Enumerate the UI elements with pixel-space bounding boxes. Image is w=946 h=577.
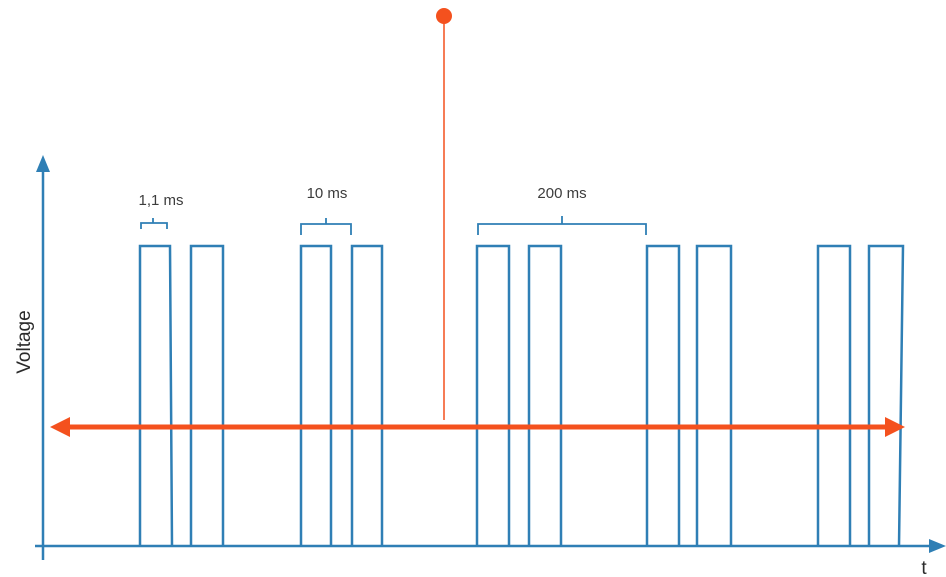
y-axis-label: Voltage bbox=[14, 310, 35, 373]
group-period-brace bbox=[477, 216, 647, 235]
reference-pin bbox=[436, 8, 452, 420]
x-axis bbox=[35, 539, 946, 553]
pair-spacing-brace bbox=[300, 218, 352, 235]
pulse-signal-line bbox=[138, 244, 905, 547]
pair-spacing-label: 10 ms bbox=[307, 185, 348, 202]
x-axis-label: t bbox=[921, 558, 927, 577]
y-axis bbox=[36, 155, 50, 560]
group-period-label: 200 ms bbox=[537, 185, 586, 202]
pulse-width-brace bbox=[140, 218, 168, 229]
reference-double-arrow bbox=[50, 417, 905, 437]
pulse-width-label: 1,1 ms bbox=[138, 192, 183, 209]
